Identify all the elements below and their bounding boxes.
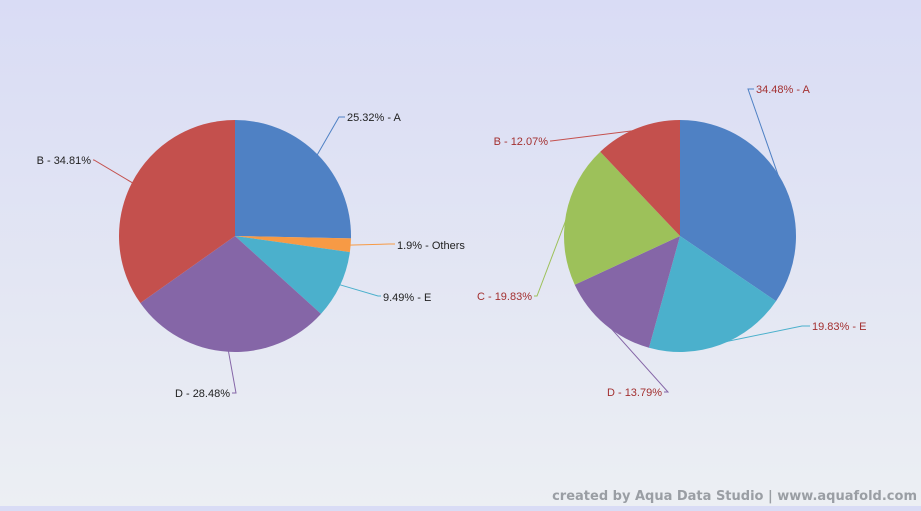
pie2-leader-c [534, 215, 568, 297]
pie2-label-a: 34.48% - A [756, 84, 810, 96]
pie1-label-b: B - 34.81% [37, 155, 92, 167]
pie1-label-others: 1.9% - Others [397, 240, 465, 252]
pie2-label-c: C - 19.83% [477, 291, 532, 303]
pie1-leader-a [316, 117, 345, 156]
footer-credit: created by Aqua Data Studio | www.aquafo… [552, 489, 917, 504]
pie2-label-d: D - 13.79% [607, 387, 662, 399]
pie1-slice-a [235, 120, 351, 238]
pie1-leader-e [338, 284, 381, 296]
pie1-leader-b [93, 160, 134, 184]
pie2-label-b: B - 12.07% [494, 136, 549, 148]
pie1-label-a: 25.32% - A [347, 112, 401, 124]
pie1-leader-others [349, 244, 395, 245]
pie1-leader-d [228, 350, 236, 393]
pie1-label-e: 9.49% - E [383, 292, 431, 304]
pie2-label-e: 19.83% - E [812, 321, 866, 333]
pie1-label-d: D - 28.48% [175, 388, 230, 400]
